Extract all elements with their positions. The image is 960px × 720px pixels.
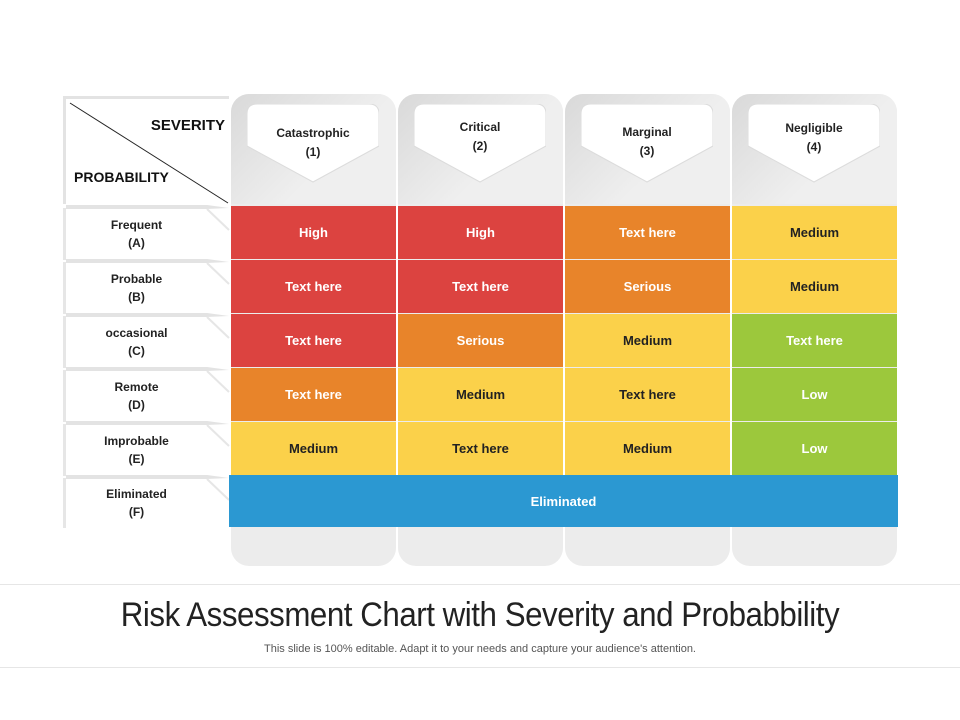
column-name: Critical <box>459 120 501 134</box>
diagonal-divider <box>69 102 229 204</box>
severity-axis-label: SEVERITY <box>150 117 225 134</box>
column-header-critical: Critical (2) <box>414 104 546 183</box>
matrix-cell: Medium <box>398 368 563 421</box>
row-name: Eliminated <box>106 487 167 501</box>
column-header-catastrophic: Catastrophic (1) <box>247 104 379 183</box>
row-name: Probable <box>110 272 163 286</box>
matrix-cell: Serious <box>398 314 563 367</box>
column-name: Marginal <box>622 125 672 139</box>
column-code: (4) <box>806 140 822 154</box>
column-header-marginal: Marginal (3) <box>581 104 713 183</box>
column-code: (2) <box>472 139 488 153</box>
row-label-frequent: Frequent (A) <box>63 208 207 260</box>
matrix-cell: Text here <box>231 368 396 421</box>
row-label-remote: Remote (D) <box>63 370 207 422</box>
matrix-cell: Medium <box>231 422 396 475</box>
matrix-cell: Medium <box>732 206 897 259</box>
row-label-occasional: occasional (C) <box>63 316 207 368</box>
matrix-cell: Medium <box>565 422 730 475</box>
slide-title: Risk Assessment Chart with Severity and … <box>120 596 840 634</box>
column-name: Negligible <box>785 121 843 135</box>
matrix-cell: Text here <box>231 260 396 313</box>
row-separators <box>66 205 230 501</box>
row-label-probable: Probable (B) <box>63 262 207 314</box>
matrix-cell: High <box>231 206 396 259</box>
row-name: Improbable <box>104 434 169 448</box>
column-header-negligible: Negligible (4) <box>748 104 880 183</box>
divider <box>0 584 960 585</box>
row-code: (C) <box>128 344 145 358</box>
row-code: (A) <box>128 236 145 250</box>
probability-axis-label: PROBABILITY <box>74 169 169 185</box>
matrix-cell: Text here <box>231 314 396 367</box>
matrix-cell: Text here <box>732 314 897 367</box>
row-code: (F) <box>128 505 145 519</box>
slide-subtitle: This slide is 100% editable. Adapt it to… <box>264 643 696 655</box>
row-code: (B) <box>128 290 145 304</box>
matrix-cell: Medium <box>732 260 897 313</box>
matrix-cell: Text here <box>398 260 563 313</box>
row-label-improbable: Improbable (E) <box>63 424 207 476</box>
row-name: Frequent <box>110 218 163 232</box>
matrix-cell: High <box>398 206 563 259</box>
eliminated-bar: Eliminated <box>229 475 898 527</box>
matrix-cell: Serious <box>565 260 730 313</box>
row-code: (E) <box>128 452 145 466</box>
row-name: Remote <box>114 380 159 394</box>
matrix-cell: Low <box>732 368 897 421</box>
row-label-eliminated: Eliminated (F) <box>63 478 207 528</box>
divider <box>0 667 960 668</box>
column-code: (1) <box>305 145 321 159</box>
matrix-cell: Text here <box>565 368 730 421</box>
row-code: (D) <box>128 398 145 412</box>
matrix-cell: Low <box>732 422 897 475</box>
matrix-corner-header: SEVERITY PROBABILITY <box>63 96 229 204</box>
column-code: (3) <box>639 144 655 158</box>
matrix-cell: Text here <box>398 422 563 475</box>
column-name: Catastrophic <box>276 126 350 140</box>
row-name: occasional <box>105 326 168 340</box>
matrix-cell: Text here <box>565 206 730 259</box>
matrix-cell: Medium <box>565 314 730 367</box>
